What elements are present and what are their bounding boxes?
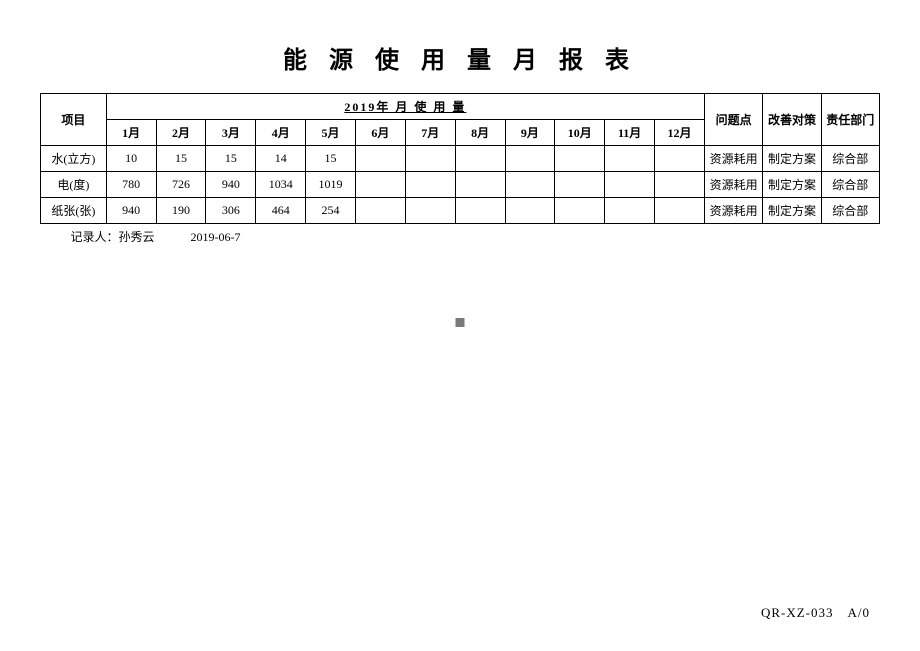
cell: 940 <box>106 198 156 224</box>
cell: 190 <box>156 198 206 224</box>
recorder-info: 记录人：孙秀云 2019-06-7 <box>41 224 880 246</box>
month-header: 1月 <box>106 120 156 146</box>
cell <box>605 198 655 224</box>
table-row: 水(立方) 10 15 15 14 15 资源耗用 制定方案 综合部 <box>41 146 880 172</box>
cell: 464 <box>256 198 306 224</box>
col-header-dept: 责任部门 <box>821 94 879 146</box>
month-header: 10月 <box>555 120 605 146</box>
report-title: 能 源 使 用 量 月 报 表 <box>40 40 880 75</box>
cell <box>655 198 705 224</box>
month-header: 11月 <box>605 120 655 146</box>
energy-table: 项目 2019年 月 使 用 量 问题点 改善对策 责任部门 1月 2月 3月 … <box>40 93 880 245</box>
document-page: 能 源 使 用 量 月 报 表 项目 2019年 月 使 用 量 问题点 改善对… <box>0 0 920 245</box>
cell-issue: 资源耗用 <box>704 172 762 198</box>
cell <box>555 172 605 198</box>
footer-row: 记录人：孙秀云 2019-06-7 <box>41 224 880 246</box>
month-header: 9月 <box>505 120 555 146</box>
month-header: 4月 <box>256 120 306 146</box>
center-marker-icon <box>456 318 465 327</box>
month-header: 5月 <box>306 120 356 146</box>
cell: 15 <box>156 146 206 172</box>
cell-action: 制定方案 <box>763 146 821 172</box>
cell-dept: 综合部 <box>821 198 879 224</box>
col-header-issue: 问题点 <box>704 94 762 146</box>
cell <box>455 172 505 198</box>
cell-dept: 综合部 <box>821 146 879 172</box>
cell-action: 制定方案 <box>763 198 821 224</box>
header-row-1: 项目 2019年 月 使 用 量 问题点 改善对策 责任部门 <box>41 94 880 120</box>
col-header-item: 项目 <box>41 94 107 146</box>
cell: 780 <box>106 172 156 198</box>
cell <box>405 198 455 224</box>
row-item: 纸张(张) <box>41 198 107 224</box>
cell <box>355 172 405 198</box>
cell: 10 <box>106 146 156 172</box>
cell: 15 <box>206 146 256 172</box>
cell <box>605 146 655 172</box>
month-header: 8月 <box>455 120 505 146</box>
col-header-year: 2019年 月 使 用 量 <box>106 94 704 120</box>
month-header: 2月 <box>156 120 206 146</box>
cell <box>655 146 705 172</box>
cell <box>355 198 405 224</box>
cell-issue: 资源耗用 <box>704 146 762 172</box>
cell-issue: 资源耗用 <box>704 198 762 224</box>
cell <box>655 172 705 198</box>
cell <box>455 198 505 224</box>
cell: 1019 <box>306 172 356 198</box>
row-item: 电(度) <box>41 172 107 198</box>
cell: 254 <box>306 198 356 224</box>
cell <box>355 146 405 172</box>
cell: 1034 <box>256 172 306 198</box>
month-header: 7月 <box>405 120 455 146</box>
cell <box>505 172 555 198</box>
cell <box>555 146 605 172</box>
cell-dept: 综合部 <box>821 172 879 198</box>
table-row: 电(度) 780 726 940 1034 1019 资源耗用 制定方案 综合部 <box>41 172 880 198</box>
cell-action: 制定方案 <box>763 172 821 198</box>
month-header: 12月 <box>655 120 705 146</box>
document-code: QR-XZ-033 A/0 <box>761 602 870 621</box>
cell: 306 <box>206 198 256 224</box>
col-header-action: 改善对策 <box>763 94 821 146</box>
cell: 940 <box>206 172 256 198</box>
month-header: 3月 <box>206 120 256 146</box>
cell <box>505 198 555 224</box>
cell <box>405 146 455 172</box>
cell <box>455 146 505 172</box>
table-row: 纸张(张) 940 190 306 464 254 资源耗用 制定方案 综合部 <box>41 198 880 224</box>
cell <box>505 146 555 172</box>
cell: 15 <box>306 146 356 172</box>
row-item: 水(立方) <box>41 146 107 172</box>
cell <box>405 172 455 198</box>
cell <box>555 198 605 224</box>
month-header: 6月 <box>355 120 405 146</box>
cell: 14 <box>256 146 306 172</box>
cell <box>605 172 655 198</box>
cell: 726 <box>156 172 206 198</box>
